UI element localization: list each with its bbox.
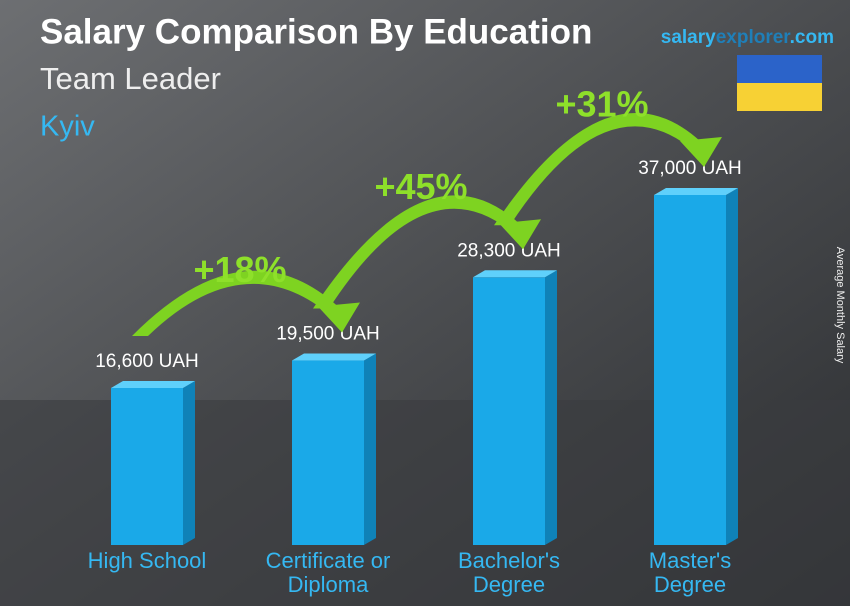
change-label: +18% — [193, 249, 286, 290]
bar — [654, 195, 726, 545]
bar — [111, 387, 183, 545]
x-tick-label: Certificate or Diploma — [265, 549, 391, 597]
chart-title: Salary Comparison By Education — [40, 12, 592, 51]
change-label: +31% — [555, 84, 648, 125]
x-tick-label: High School — [87, 549, 207, 573]
bar-side — [364, 353, 376, 545]
change-arrow — [132, 270, 338, 336]
value-label: 28,300 UAH — [457, 240, 561, 261]
arrow-head — [318, 302, 360, 333]
change-arrow — [494, 113, 700, 226]
value-label: 19,500 UAH — [276, 324, 380, 345]
x-tick-label: Bachelor's Degree — [457, 549, 561, 597]
x-label-box: Certificate or Diploma — [265, 549, 391, 597]
site-name: salaryexplorer.com — [661, 27, 834, 48]
x-tick-label: Master's Degree — [648, 549, 732, 597]
value-label: 37,000 UAH — [638, 158, 742, 179]
arrow-head — [680, 137, 722, 167]
site-part: salary — [661, 27, 716, 48]
change-arrow — [313, 195, 519, 309]
bar-top — [292, 353, 376, 361]
y-axis-label: Average Monthly Salary — [834, 247, 846, 364]
bar-side — [545, 270, 557, 545]
bar-side — [183, 380, 195, 545]
x-label-box: High School — [87, 549, 207, 573]
x-label-box: Bachelor's Degree — [457, 549, 561, 597]
bar-top — [111, 380, 195, 388]
bar — [473, 277, 545, 545]
arrow-head — [499, 219, 541, 250]
subtitle: Team Leader — [40, 61, 221, 96]
site-part: explorer — [716, 27, 792, 48]
change-label: +45% — [374, 166, 467, 207]
bar-top — [654, 188, 738, 195]
site-part: .com — [790, 27, 834, 48]
flag-blue — [737, 55, 822, 83]
value-label: 16,600 UAH — [95, 351, 199, 372]
bar-top — [473, 270, 557, 278]
flag-yellow — [737, 83, 822, 111]
x-label-box: Master's Degree — [648, 549, 732, 597]
location: Kyiv — [40, 111, 95, 143]
bar-side — [726, 188, 738, 545]
bar — [292, 360, 364, 545]
